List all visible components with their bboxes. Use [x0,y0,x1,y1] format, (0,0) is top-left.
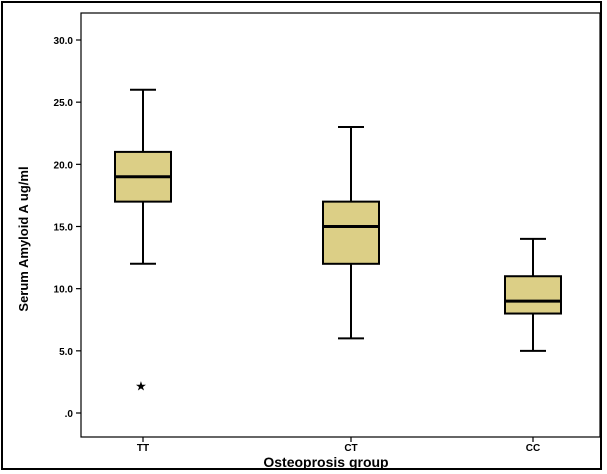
iqr-box [504,275,562,315]
x-tick-label: TT [137,443,149,454]
y-tick-label: 5.0 [59,347,73,358]
plot-border [80,12,601,438]
box-cc [504,237,562,352]
x-tick-label: CC [526,443,540,454]
y-tick-label: 10.0 [54,285,74,296]
chart-frame: .0 5.0 10.0 15.0 20.0 25.0 30.0 TT CT CC ★ Serum… [1,1,602,470]
y-tick-label: .0 [65,409,74,420]
x-axis-title: Osteoprosis group [263,454,388,470]
x-axis: TT CT CC [137,437,540,454]
box-ct [322,126,380,340]
plot-area [80,12,601,438]
y-tick-label: 30.0 [54,36,74,47]
box-plot-chart: .0 5.0 10.0 15.0 20.0 25.0 30.0 TT CT CC ★ Serum… [16,12,601,470]
y-tick-label: 20.0 [54,160,74,171]
x-tick-label: CT [344,443,357,454]
y-axis-title: Serum Amyloid A ug/ml [16,166,31,311]
y-axis: .0 5.0 10.0 15.0 20.0 25.0 30.0 [54,36,81,420]
y-tick-label: 15.0 [54,223,74,234]
y-tick-label: 25.0 [54,98,74,109]
box-tt: ★ [114,88,172,395]
outlier-star-icon: ★ [135,380,147,395]
boxes: ★ [114,88,562,395]
iqr-box [322,200,380,265]
